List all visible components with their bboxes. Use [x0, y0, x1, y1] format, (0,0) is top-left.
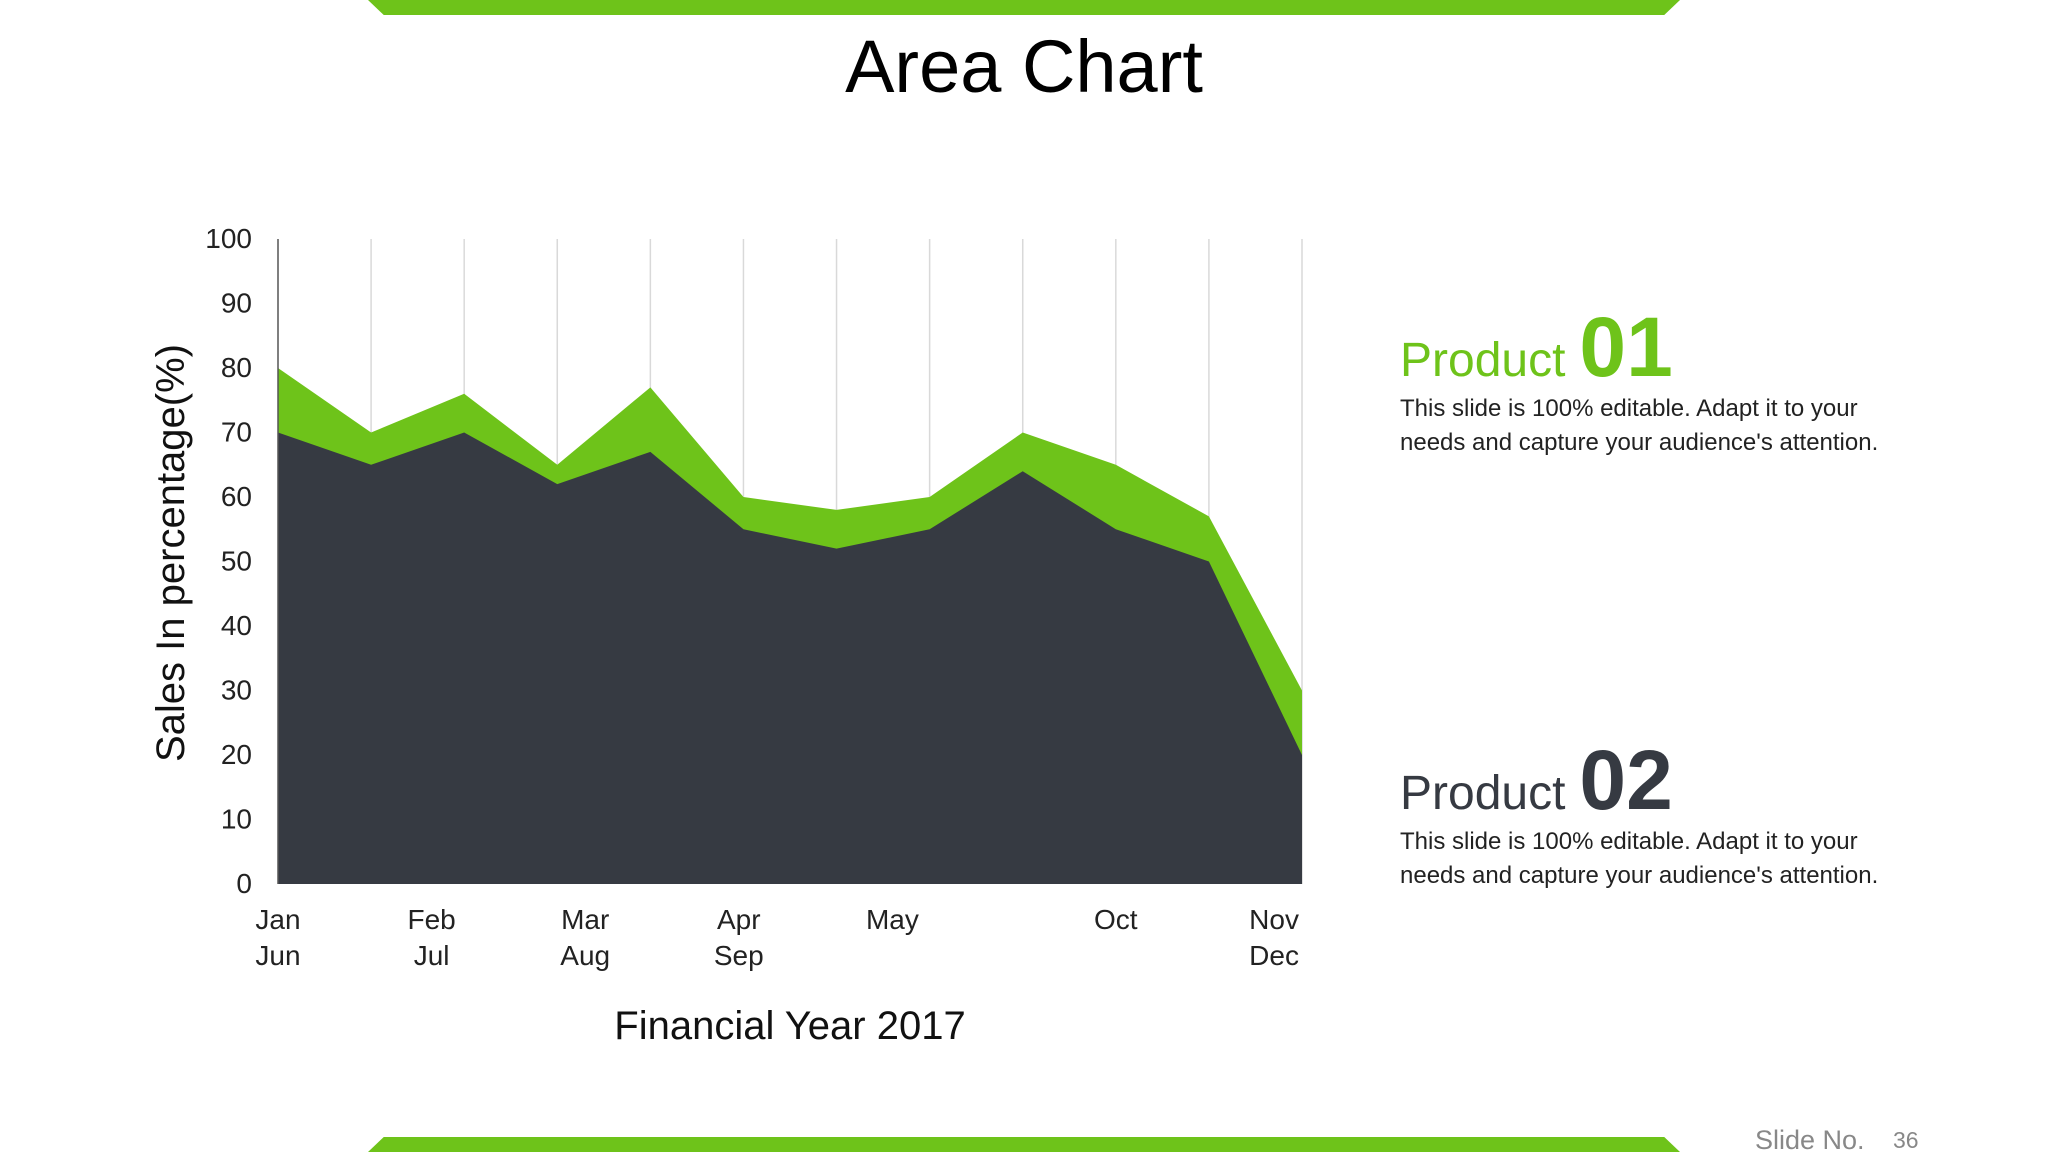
product-01-number: 01	[1579, 300, 1673, 394]
x-tick-label: Sep	[714, 940, 764, 971]
y-tick-label: 10	[221, 804, 252, 835]
y-tick-label: 20	[221, 739, 252, 770]
y-tick-label: 70	[221, 417, 252, 448]
slide-number: 36	[1893, 1127, 1919, 1153]
product-01-label: Product	[1400, 334, 1566, 387]
top-accent-band	[368, 0, 1680, 15]
y-tick-label: 60	[221, 481, 252, 512]
x-tick-label: Jan	[255, 904, 300, 935]
product-01-description: This slide is 100% editable. Adapt it to…	[1400, 395, 1879, 456]
x-tick-label: Feb	[407, 904, 455, 935]
y-tick-label: 80	[221, 352, 252, 383]
y-tick-label: 50	[221, 546, 252, 577]
x-tick-label: Jun	[255, 940, 300, 971]
y-axis-title: Sales In percentage(%)	[149, 344, 193, 762]
y-tick-label: 40	[221, 610, 252, 641]
x-tick-label: Mar	[561, 904, 609, 935]
area-series-2	[278, 432, 1302, 884]
x-tick-label: Apr	[717, 904, 761, 935]
x-axis-title: Financial Year 2017	[614, 1004, 965, 1048]
y-tick-label: 0	[236, 868, 252, 899]
slide-number-label: Slide No.	[1755, 1125, 1865, 1155]
x-tick-label: Oct	[1094, 904, 1138, 935]
product-02-number: 02	[1579, 733, 1673, 827]
product-02-label: Product	[1400, 767, 1566, 820]
slide-title: Area Chart	[845, 25, 1203, 108]
y-tick-label: 30	[221, 675, 252, 706]
product-02-heading: Product 02	[1400, 738, 1673, 822]
x-tick-label: Dec	[1249, 940, 1299, 971]
product-01-heading: Product 01	[1400, 305, 1673, 389]
x-tick-label: Nov	[1249, 904, 1299, 935]
y-tick-label: 90	[221, 288, 252, 319]
product-02-description: This slide is 100% editable. Adapt it to…	[1400, 828, 1879, 889]
x-tick-label: May	[866, 904, 919, 935]
bottom-accent-band	[368, 1137, 1680, 1152]
x-tick-label: Jul	[414, 940, 450, 971]
x-tick-label: Aug	[560, 940, 610, 971]
y-tick-label: 100	[205, 223, 252, 254]
